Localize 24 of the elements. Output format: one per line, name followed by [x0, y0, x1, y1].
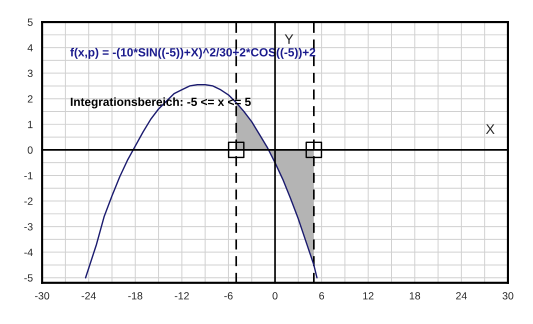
x-tick-label: 30	[502, 292, 514, 300]
x-tick-label: -6	[224, 292, 233, 300]
x-tick-label: 12	[363, 292, 374, 300]
y-tick-label: 4	[28, 44, 33, 52]
y-axis-title: Y	[284, 34, 294, 44]
y-tick-label: -5	[24, 274, 33, 282]
y-tick-label: 2	[28, 95, 33, 103]
x-tick-label: -12	[174, 292, 189, 300]
y-tick-label: 3	[28, 70, 33, 78]
x-tick-label: -24	[82, 292, 96, 300]
x-tick-label: -18	[128, 292, 142, 300]
x-tick-label: 6	[319, 292, 324, 300]
y-tick-label: 0	[28, 146, 33, 154]
y-tick-label: -1	[24, 172, 33, 180]
x-axis-title: X	[486, 124, 495, 134]
x-tick-label: 18	[410, 292, 420, 300]
y-tick-label: 1	[28, 120, 33, 128]
y-tick-label: -4	[24, 248, 33, 256]
y-tick-label: -3	[24, 223, 33, 230]
x-tick-label: 0	[272, 292, 278, 300]
y-tick-label: -2	[24, 198, 33, 205]
x-tick-label: 24	[456, 292, 467, 300]
x-tick-label: -30	[35, 292, 50, 300]
y-tick-label: 5	[28, 18, 33, 26]
